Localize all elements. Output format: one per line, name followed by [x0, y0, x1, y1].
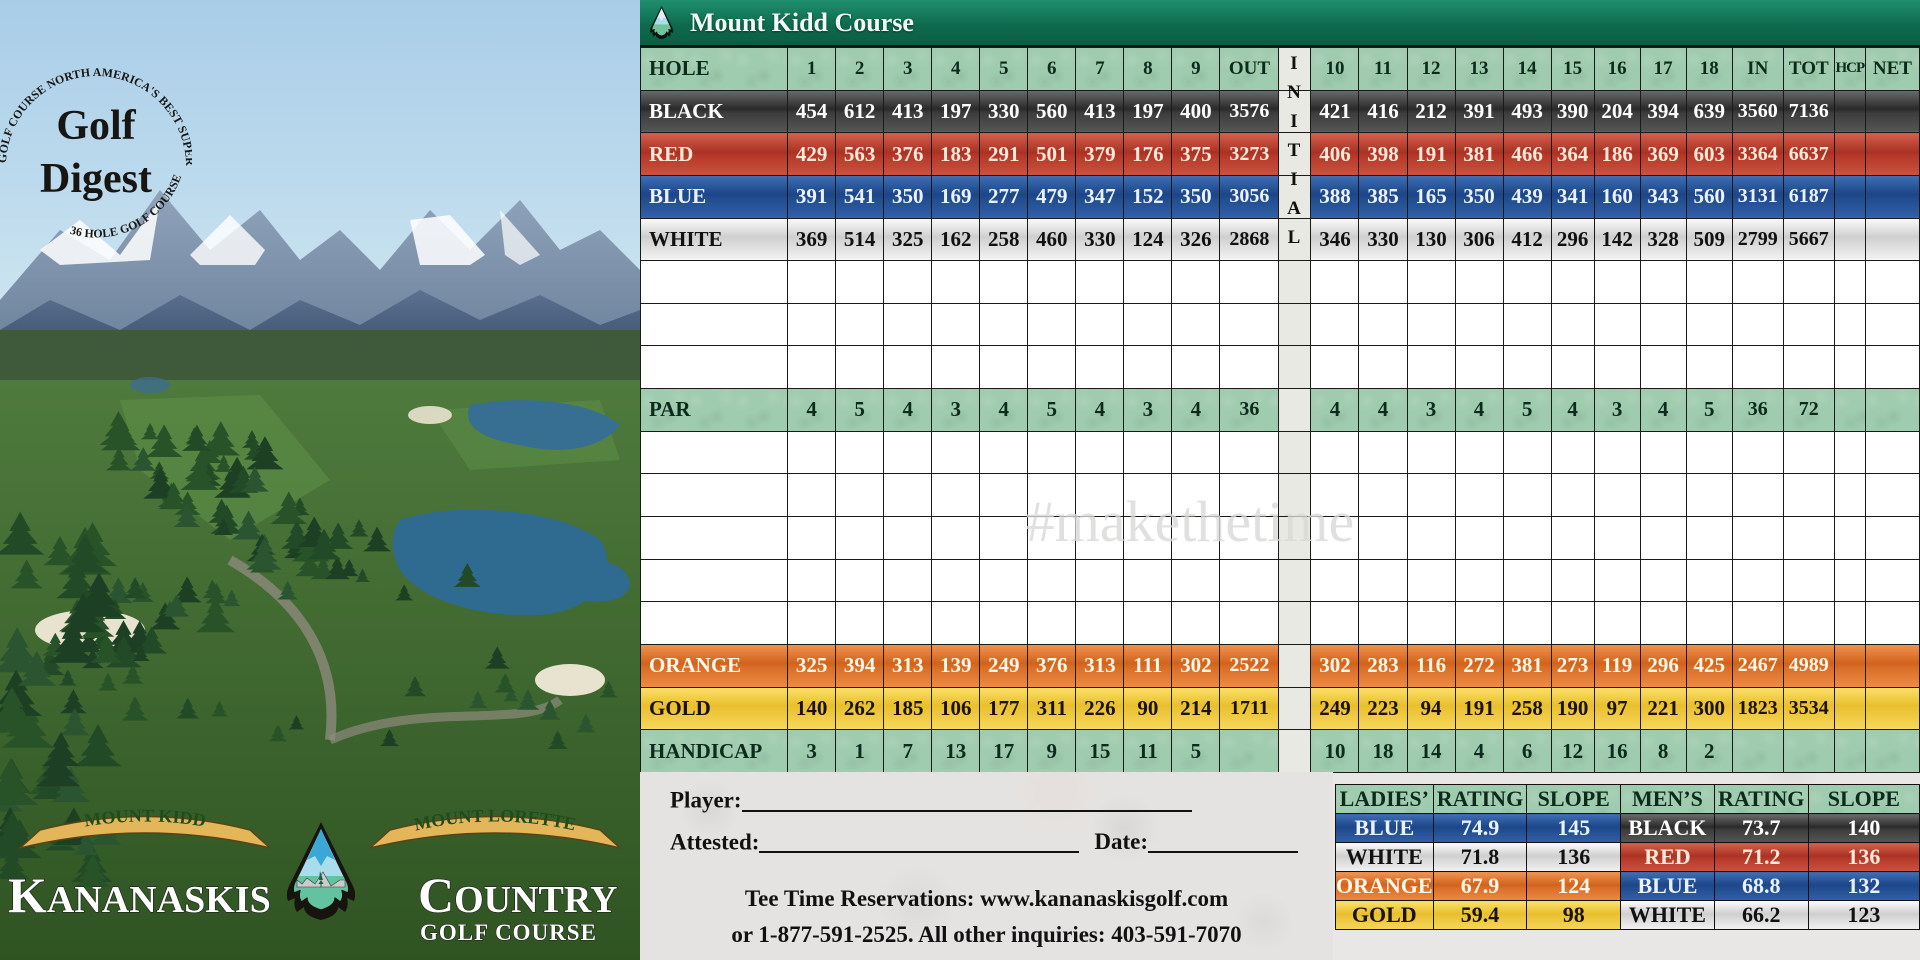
svg-text:Digest: Digest [40, 156, 152, 202]
svg-text:COUNTRY: COUNTRY [418, 867, 617, 923]
svg-text:KANANASKIS: KANANASKIS [8, 867, 271, 923]
svg-text:Golf: Golf [56, 103, 136, 149]
svg-text:GOLF COURSE: GOLF COURSE [420, 920, 597, 945]
